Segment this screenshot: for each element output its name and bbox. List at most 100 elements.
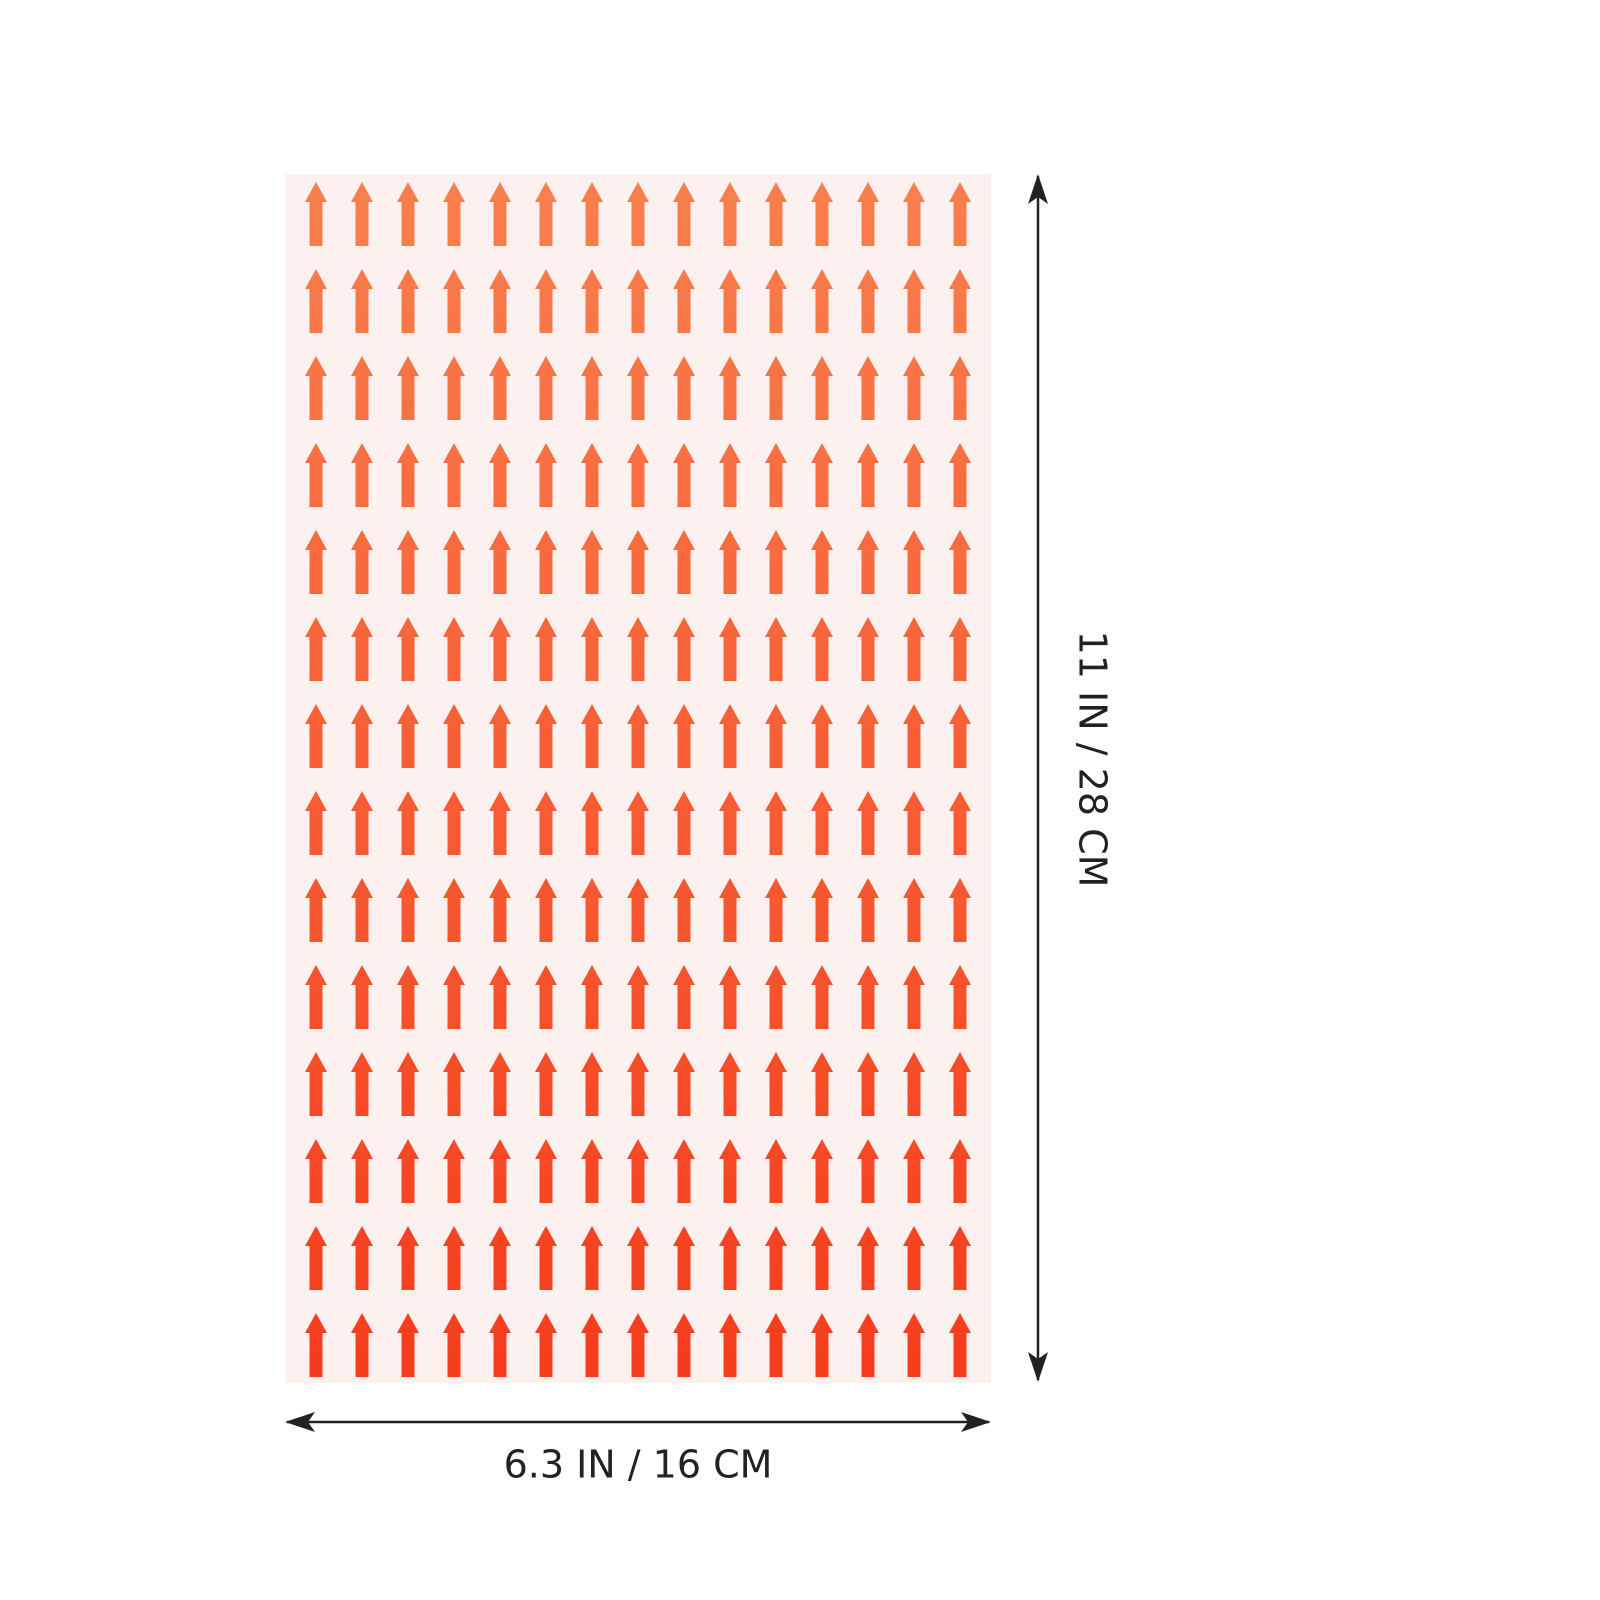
arrow-sticker [627, 269, 649, 333]
arrow-sticker [443, 1052, 465, 1116]
arrow-sticker [857, 1313, 879, 1377]
arrow-sticker [949, 965, 971, 1029]
arrow-sticker [489, 617, 511, 681]
arrow-sticker [351, 269, 373, 333]
arrow-sticker [811, 356, 833, 420]
arrow-sticker [489, 530, 511, 594]
arrow-sticker [903, 965, 925, 1029]
arrow-sticker [765, 443, 787, 507]
arrow-sticker [305, 356, 327, 420]
arrow-sticker [673, 965, 695, 1029]
arrow-sticker [673, 1052, 695, 1116]
arrow-sticker [811, 704, 833, 768]
arrow-sticker [719, 965, 741, 1029]
arrow-sticker [719, 1226, 741, 1290]
arrow-sticker [351, 704, 373, 768]
arrow-sticker [397, 704, 419, 768]
arrow-sticker [673, 1313, 695, 1377]
arrow-sticker [719, 182, 741, 246]
arrow-sticker [811, 182, 833, 246]
arrow-sticker [443, 791, 465, 855]
arrow-sticker [535, 791, 557, 855]
arrow-sticker [351, 791, 373, 855]
arrow-sticker [351, 182, 373, 246]
arrow-sticker [719, 443, 741, 507]
arrow-sticker [857, 1052, 879, 1116]
arrow-sticker [443, 269, 465, 333]
arrow-sticker [305, 617, 327, 681]
arrow-sticker [443, 1139, 465, 1203]
arrow-sticker [949, 1313, 971, 1377]
arrow-sticker [397, 269, 419, 333]
arrow-sticker [535, 965, 557, 1029]
arrow-sticker [811, 1052, 833, 1116]
arrow-sticker [627, 356, 649, 420]
arrow-sticker [765, 617, 787, 681]
arrow-sticker [351, 1139, 373, 1203]
arrow-sticker [765, 965, 787, 1029]
arrow-sticker [351, 617, 373, 681]
arrow-sticker [627, 443, 649, 507]
arrow-sticker [305, 965, 327, 1029]
arrow-sticker [903, 704, 925, 768]
arrow-sticker [305, 704, 327, 768]
arrow-sticker [351, 443, 373, 507]
arrow-sticker [489, 1052, 511, 1116]
arrow-sticker [719, 530, 741, 594]
arrow-sticker [489, 1226, 511, 1290]
arrow-sticker [397, 1226, 419, 1290]
arrow-sticker [765, 356, 787, 420]
arrow-sticker [535, 1226, 557, 1290]
arrow-sticker [719, 356, 741, 420]
arrow-sticker [673, 443, 695, 507]
arrow-sticker [351, 356, 373, 420]
arrow-sticker [581, 965, 603, 1029]
arrow-sticker [627, 1052, 649, 1116]
arrow-sticker [581, 791, 603, 855]
arrow-sticker [765, 530, 787, 594]
arrow-sticker [719, 878, 741, 942]
arrow-sticker [811, 443, 833, 507]
arrow-sticker [719, 791, 741, 855]
arrow-sticker [811, 617, 833, 681]
arrow-sticker [949, 356, 971, 420]
arrow-sticker [673, 878, 695, 942]
arrow-sticker [581, 269, 603, 333]
arrow-sticker [903, 1226, 925, 1290]
arrow-sticker [765, 878, 787, 942]
arrow-sticker [673, 269, 695, 333]
arrow-sticker [719, 617, 741, 681]
arrow-sticker [443, 1313, 465, 1377]
arrow-sticker [811, 530, 833, 594]
arrow-sticker [535, 1313, 557, 1377]
arrow-sticker [811, 1139, 833, 1203]
arrow-sticker [949, 269, 971, 333]
arrow-sticker [949, 791, 971, 855]
arrow-sticker [397, 182, 419, 246]
arrow-sticker [949, 1139, 971, 1203]
arrow-sticker [305, 443, 327, 507]
arrow-sticker [949, 1052, 971, 1116]
arrow-sticker [949, 1226, 971, 1290]
arrow-sticker [903, 1052, 925, 1116]
arrow-sticker [857, 269, 879, 333]
arrow-sticker [627, 1226, 649, 1290]
arrow-sticker [305, 1052, 327, 1116]
arrow-sticker [443, 617, 465, 681]
arrow-sticker [627, 878, 649, 942]
arrow-sticker [489, 704, 511, 768]
arrow-sticker [489, 878, 511, 942]
arrow-sticker [673, 1226, 695, 1290]
arrow-sticker [489, 356, 511, 420]
arrow-sticker [581, 356, 603, 420]
arrow-sticker [489, 182, 511, 246]
arrow-sticker [811, 791, 833, 855]
arrow-sticker [719, 704, 741, 768]
arrow-sticker [673, 356, 695, 420]
arrow-sticker [443, 878, 465, 942]
arrow-sticker [397, 1313, 419, 1377]
arrow-sticker [673, 791, 695, 855]
arrow-sticker [305, 530, 327, 594]
